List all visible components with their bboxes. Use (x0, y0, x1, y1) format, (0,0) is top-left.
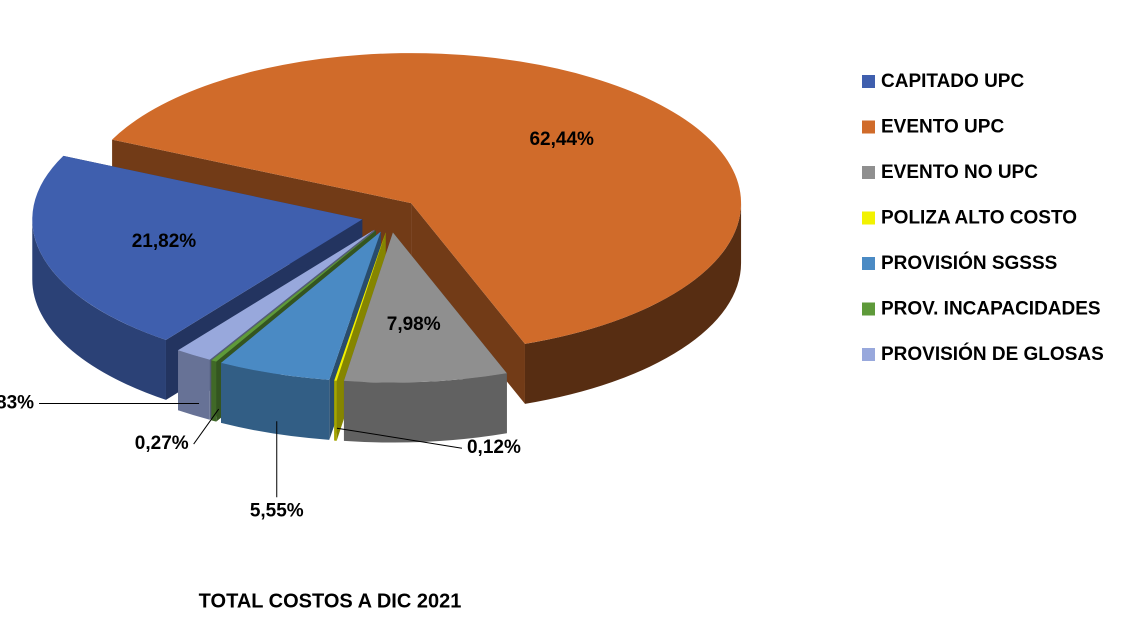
legend-swatch (862, 211, 875, 225)
data-label: 0,27% (135, 433, 189, 454)
data-label: 62,44% (529, 129, 594, 150)
legend-label: CAPITADO UPC (881, 71, 1024, 92)
legend-label: EVENTO UPC (881, 117, 1004, 138)
legend-label: EVENTO NO UPC (881, 162, 1038, 183)
slice-group (343, 232, 507, 443)
slice-cut-face (411, 203, 525, 404)
legend-label: PROV. INCAPACIDADES (881, 299, 1101, 320)
slice-side (334, 380, 337, 441)
data-label: 21,82% (132, 231, 197, 252)
legend-swatch (862, 75, 875, 88)
slice (221, 231, 381, 380)
slice (334, 232, 386, 381)
slice (178, 229, 375, 360)
legend-swatch (862, 302, 875, 316)
slice-side (221, 362, 330, 440)
slice-side (32, 219, 166, 400)
leader-line (193, 408, 220, 445)
legend-swatch (862, 120, 875, 134)
legend-label: PROVISIÓN SGSSS (881, 252, 1057, 274)
legend-label: PROVISIÓN DE GLOSAS (881, 343, 1104, 365)
slice-side (178, 350, 210, 420)
legend-label: POLIZA ALTO COSTO (881, 208, 1077, 229)
slice (32, 155, 363, 340)
data-label: 0,12% (467, 437, 521, 458)
slice-side (524, 203, 742, 404)
slice-side (343, 373, 507, 443)
slice (112, 53, 742, 344)
legend-swatch (862, 257, 875, 270)
legend-swatch (862, 166, 875, 179)
slice (211, 230, 376, 362)
chart-title: TOTAL COSTOS A DIC 2021 (199, 590, 462, 612)
legend-swatch (862, 348, 875, 361)
data-label: 1,83% (0, 392, 34, 413)
slice (343, 232, 507, 383)
leader-line (336, 427, 463, 449)
data-label: 5,55% (250, 500, 304, 521)
data-label: 7,98% (387, 314, 441, 335)
slice-side (211, 360, 217, 422)
